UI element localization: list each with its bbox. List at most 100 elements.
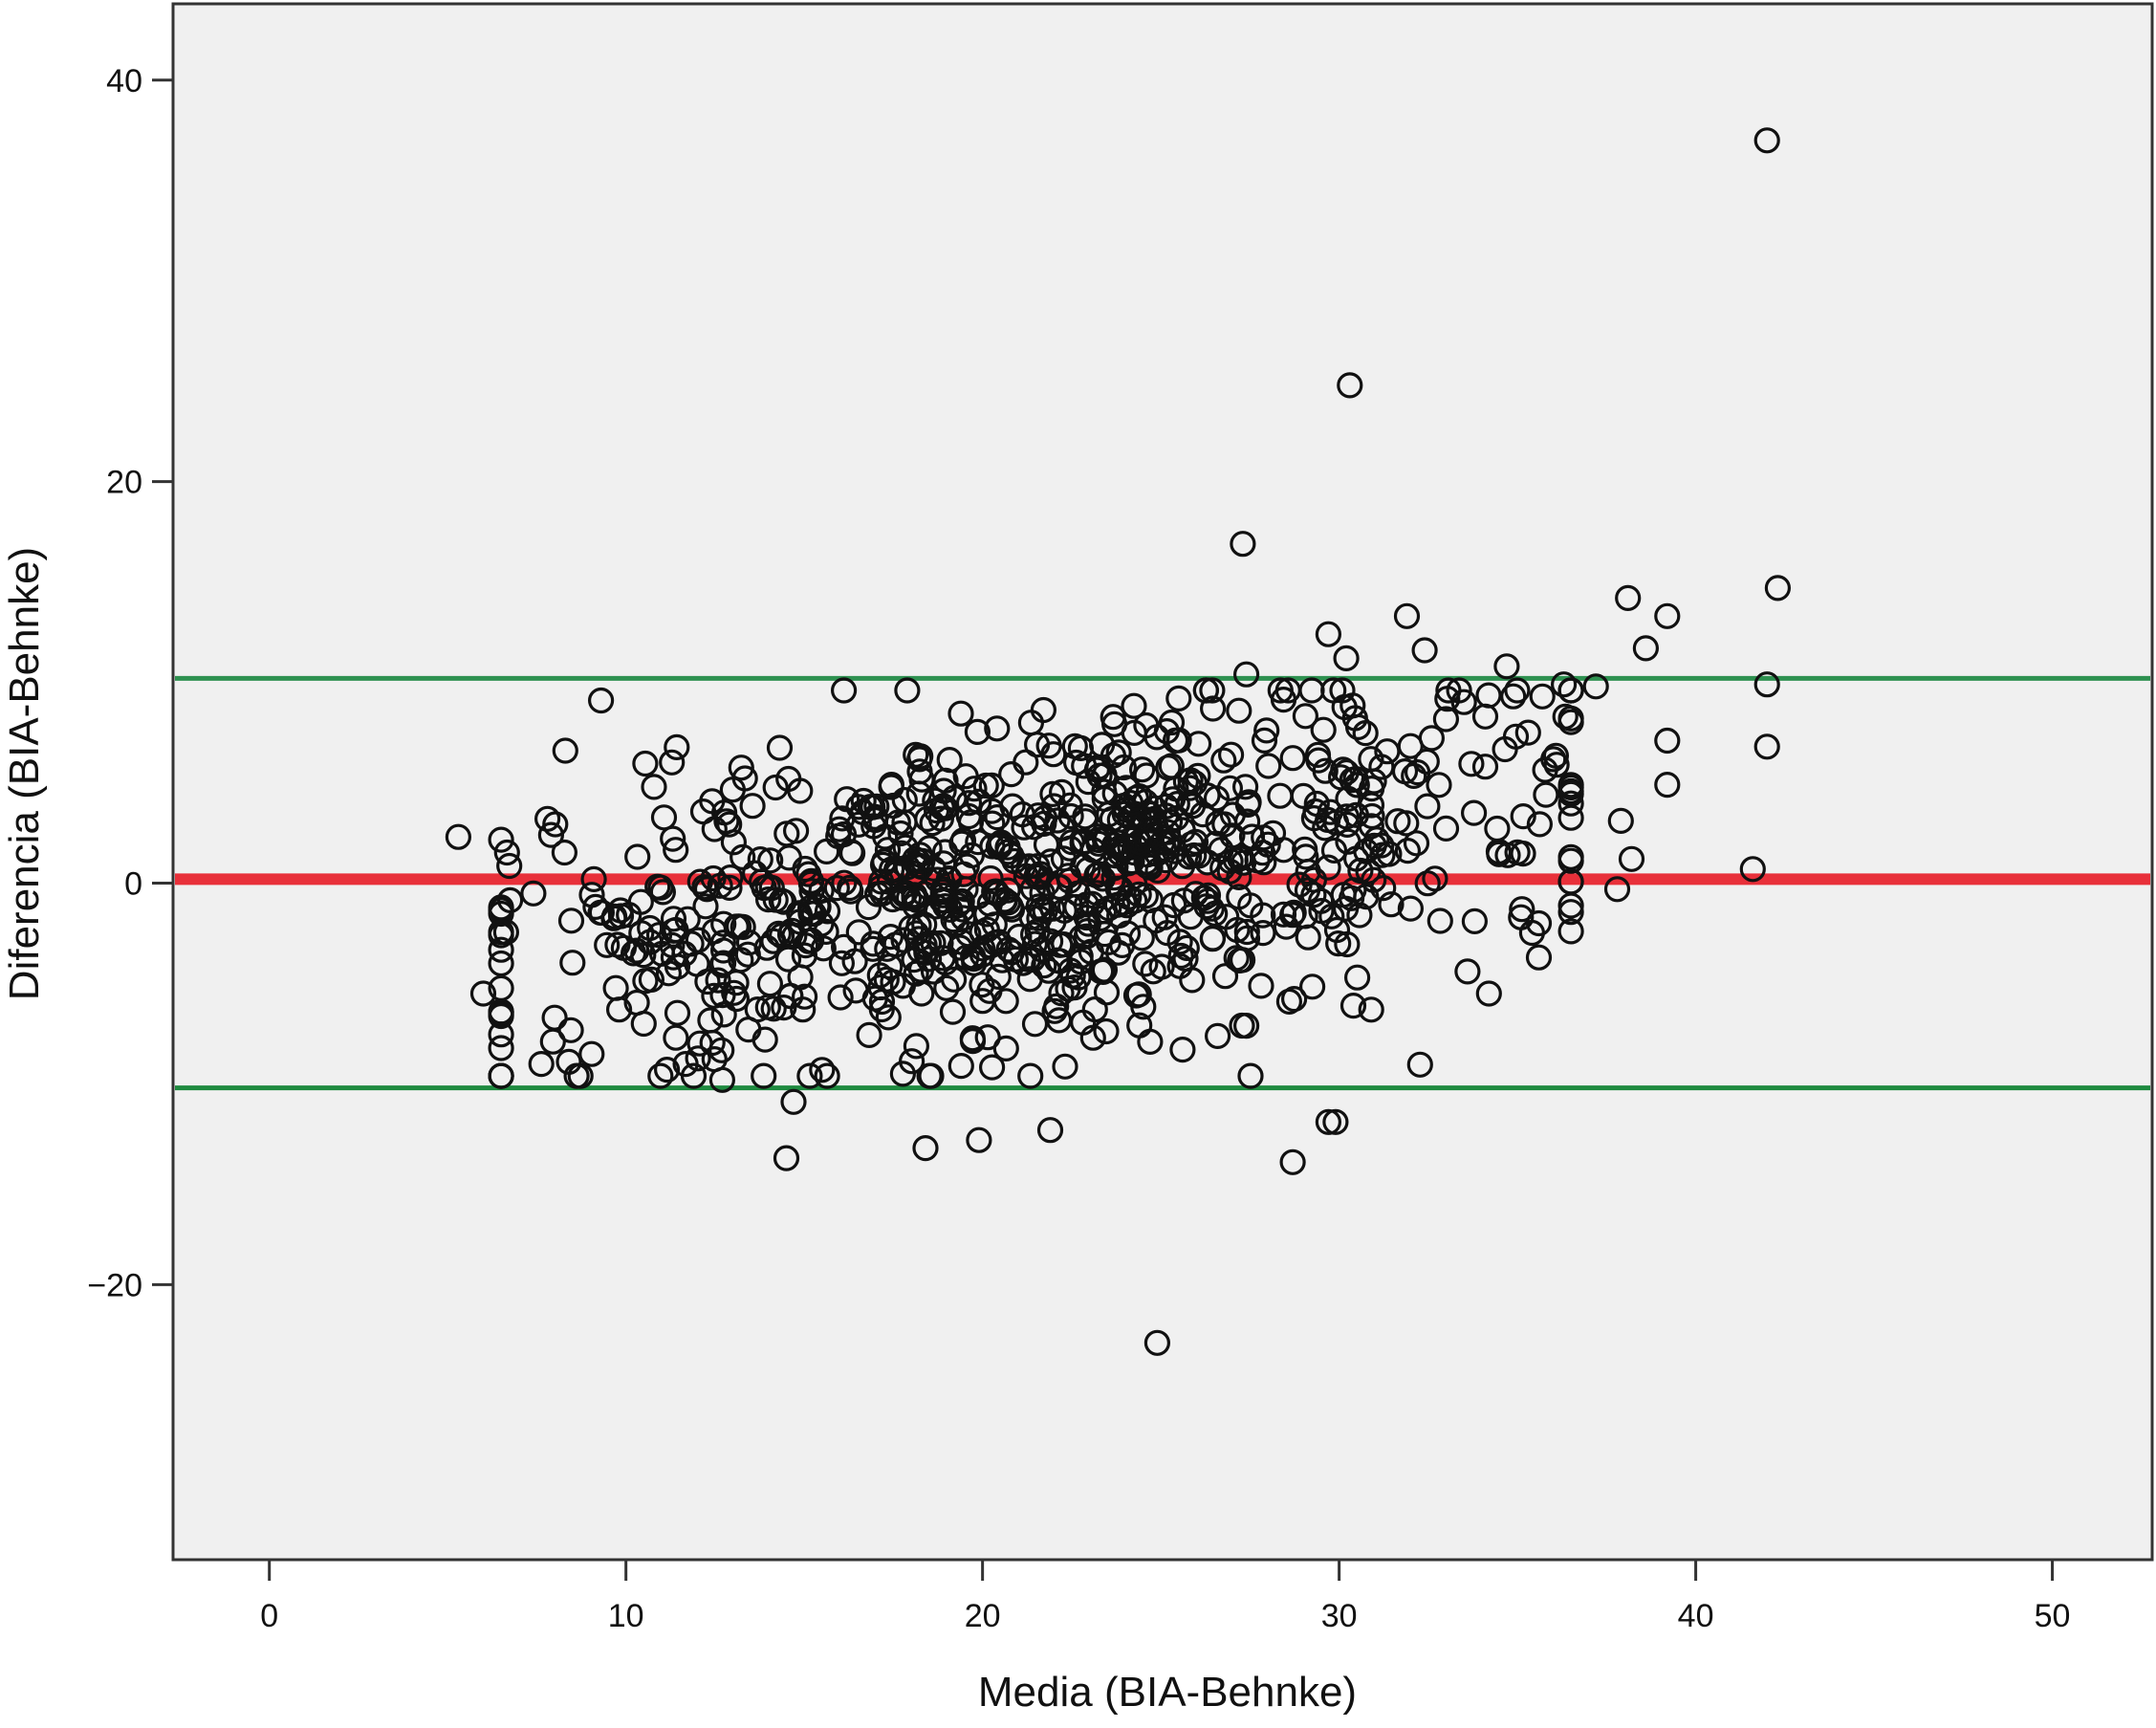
data-point: [1198, 895, 1225, 922]
data-point: [1305, 747, 1332, 774]
data-point: [1500, 683, 1527, 710]
data-point: [1122, 887, 1148, 914]
data-point: [1471, 703, 1499, 730]
data-point: [884, 809, 911, 836]
data-point: [691, 874, 718, 901]
data-point: [1230, 531, 1256, 558]
data-point: [650, 804, 678, 831]
data-point: [1369, 842, 1396, 868]
data-point: [1279, 902, 1306, 929]
data-point: [680, 1062, 708, 1089]
data-point: [1106, 902, 1133, 930]
data-point: [1335, 785, 1361, 813]
data-point: [1027, 861, 1054, 887]
data-point: [875, 1004, 902, 1031]
data-point: [905, 926, 932, 952]
data-point: [563, 1062, 590, 1089]
data-point: [1333, 645, 1360, 672]
data-point: [1292, 836, 1318, 863]
data-point: [1217, 741, 1245, 768]
data-point: [1484, 815, 1511, 842]
data-point: [1368, 754, 1395, 780]
data-point: [1557, 774, 1584, 801]
data-point: [955, 790, 983, 817]
data-point: [1510, 802, 1536, 830]
data-point: [1529, 683, 1556, 710]
data-point: [773, 1145, 800, 1171]
data-point: [978, 1054, 1006, 1081]
data-point: [1231, 774, 1259, 800]
data-point: [1312, 815, 1339, 842]
data-point: [758, 874, 785, 902]
data-point: [915, 946, 943, 973]
data-point: [1279, 745, 1306, 772]
data-point: [765, 920, 793, 947]
data-point: [1504, 677, 1531, 704]
data-point: [1151, 904, 1178, 930]
data-point: [1192, 677, 1219, 704]
data-point: [988, 829, 1014, 856]
data-point: [1073, 923, 1100, 950]
data-point: [1325, 930, 1352, 957]
data-point: [1233, 918, 1260, 946]
data-point: [828, 950, 856, 976]
data-point: [1106, 806, 1133, 833]
data-point: [664, 999, 691, 1026]
data-point: [873, 966, 900, 993]
data-point: [1426, 908, 1453, 934]
y-tick-label: 40: [106, 63, 142, 99]
data-point: [1542, 742, 1570, 769]
data-point: [1557, 804, 1584, 831]
data-point: [488, 998, 514, 1025]
data-point: [730, 843, 756, 871]
data-point: [445, 823, 471, 850]
data-point: [1025, 802, 1052, 829]
data-point: [1310, 716, 1337, 743]
data-point: [663, 837, 689, 864]
data-point: [1525, 944, 1553, 971]
data-point: [785, 900, 813, 927]
data-point: [653, 1056, 681, 1083]
data-point: [1237, 1062, 1264, 1089]
data-point: [1494, 842, 1521, 868]
data-point: [1017, 1062, 1044, 1089]
data-point: [663, 916, 689, 944]
data-point: [644, 873, 671, 900]
data-point: [1394, 837, 1422, 864]
data-point: [649, 879, 677, 906]
data-point: [1359, 802, 1385, 830]
data-point: [551, 839, 578, 866]
data-point: [1493, 653, 1520, 680]
data-point: [977, 932, 1004, 959]
data-point: [1163, 776, 1189, 802]
data-point: [903, 1033, 930, 1060]
data-point: [1582, 673, 1609, 700]
data-point: [1110, 889, 1137, 916]
data-point: [787, 777, 814, 804]
data-point: [664, 733, 690, 761]
y-axis: −20 0 20 40: [87, 63, 173, 1303]
data-point: [1315, 1108, 1342, 1135]
data-point: [630, 1010, 657, 1038]
data-point: [685, 1045, 711, 1072]
data-point: [969, 972, 995, 998]
data-point: [1475, 980, 1502, 1007]
data-point: [1361, 832, 1387, 859]
data-point: [604, 931, 631, 958]
data-point: [1294, 877, 1321, 904]
data-point: [1208, 837, 1234, 864]
data-point: [1315, 854, 1341, 881]
data-point: [837, 874, 863, 902]
data-point: [1333, 758, 1360, 786]
x-tick-label: 50: [2035, 1598, 2071, 1634]
data-point: [823, 874, 850, 902]
data-point: [607, 897, 634, 924]
data-point: [659, 931, 686, 959]
data-point: [1550, 671, 1578, 698]
data-point: [760, 995, 787, 1022]
data-point: [1202, 900, 1229, 928]
data-point: [1361, 866, 1387, 893]
plot-area: [171, 2, 2154, 1562]
data-point: [708, 1066, 736, 1093]
